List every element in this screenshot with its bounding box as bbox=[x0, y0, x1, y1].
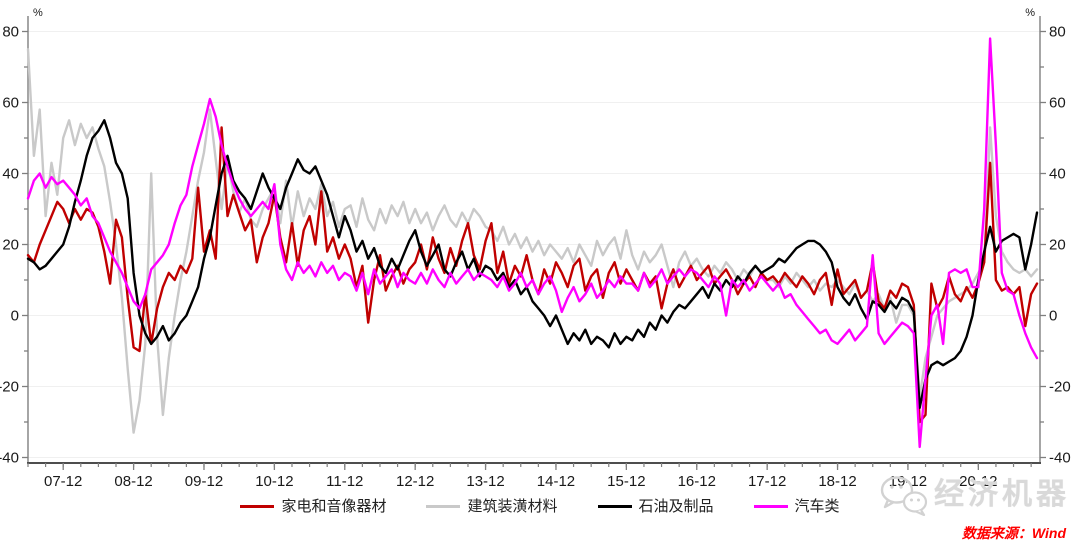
legend-label: 汽车类 bbox=[794, 498, 840, 515]
x-tick-label: 20-12 bbox=[959, 473, 997, 490]
y-tick-label: -20 bbox=[0, 379, 19, 396]
x-tick-label: 15-12 bbox=[607, 473, 645, 490]
legend-item-1: 建筑装潢材料 bbox=[426, 498, 558, 515]
y-tick-label: 0 bbox=[11, 308, 19, 325]
y-tick-label: -20 bbox=[1049, 379, 1071, 396]
x-tick-label: 12-12 bbox=[396, 473, 434, 490]
x-tick-label: 10-12 bbox=[255, 473, 293, 490]
y-axis-unit-right: % bbox=[1025, 7, 1035, 19]
y-tick-label: 60 bbox=[2, 95, 19, 112]
legend-label: 建筑装潢材料 bbox=[467, 498, 558, 515]
y-axis-unit-left: % bbox=[33, 7, 43, 19]
x-tick-label: 09-12 bbox=[185, 473, 223, 490]
legend-item-0: 家电和音像器材 bbox=[240, 499, 386, 514]
series-line-3 bbox=[26, 37, 1039, 449]
x-tick-label: 07-12 bbox=[44, 473, 82, 490]
legend-swatch bbox=[240, 505, 275, 508]
x-tick-label: 11-12 bbox=[326, 473, 363, 490]
x-tick-label: 17-12 bbox=[748, 473, 786, 490]
legend-swatch bbox=[753, 505, 788, 508]
y-tick-label: 20 bbox=[2, 237, 19, 254]
x-tick-label: 16-12 bbox=[678, 473, 716, 490]
x-tick-label: 14-12 bbox=[537, 473, 575, 490]
y-tick-label: -40 bbox=[1049, 450, 1071, 467]
y-tick-label: 80 bbox=[1049, 24, 1066, 41]
chart-legend: 家电和音像器材 建筑装潢材料 石油及制品 汽车类 bbox=[0, 499, 1080, 514]
x-tick-label: 08-12 bbox=[114, 473, 152, 490]
series-line-1 bbox=[26, 48, 1039, 434]
y-tick-label: 40 bbox=[2, 166, 19, 183]
legend-swatch bbox=[426, 505, 461, 508]
data-source-label: 数据来源：Wind bbox=[961, 525, 1066, 541]
y-tick-label: 60 bbox=[1049, 95, 1066, 112]
legend-item-2: 石油及制品 bbox=[597, 498, 714, 515]
y-tick-label: -40 bbox=[0, 450, 19, 467]
y-tick-label: 0 bbox=[1049, 308, 1057, 325]
y-tick-label: 80 bbox=[2, 24, 19, 41]
legend-swatch bbox=[597, 505, 632, 508]
x-tick-label: 13-12 bbox=[466, 473, 504, 490]
y-tick-label: 40 bbox=[1049, 166, 1066, 183]
legend-item-3: 汽车类 bbox=[753, 498, 840, 515]
legend-label: 家电和音像器材 bbox=[281, 498, 387, 515]
series-line-2 bbox=[26, 119, 1039, 409]
series-line-0 bbox=[26, 126, 1039, 424]
x-tick-label: 19-12 bbox=[889, 473, 927, 490]
x-tick-label: 18-12 bbox=[818, 473, 856, 490]
legend-label: 石油及制品 bbox=[638, 498, 714, 515]
y-tick-label: 20 bbox=[1049, 237, 1066, 254]
